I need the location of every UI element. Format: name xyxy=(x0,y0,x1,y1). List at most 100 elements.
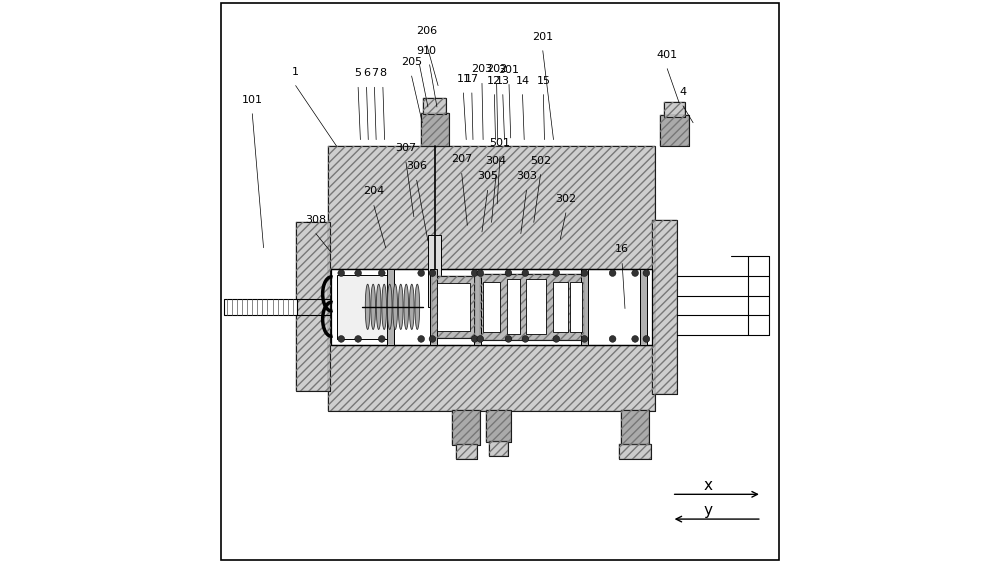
Circle shape xyxy=(378,270,385,276)
Ellipse shape xyxy=(404,284,409,329)
Text: 305: 305 xyxy=(477,171,498,181)
Text: 15: 15 xyxy=(536,75,550,86)
Text: 11: 11 xyxy=(456,74,470,84)
Text: 17: 17 xyxy=(465,74,479,84)
Circle shape xyxy=(378,336,385,342)
Circle shape xyxy=(355,336,362,342)
Text: 201: 201 xyxy=(532,32,553,42)
Circle shape xyxy=(418,336,425,342)
Circle shape xyxy=(477,270,484,276)
Text: 14: 14 xyxy=(515,75,530,86)
Bar xyxy=(432,276,475,338)
Bar xyxy=(452,410,480,445)
Bar xyxy=(421,113,449,146)
Circle shape xyxy=(581,336,588,342)
Text: 1: 1 xyxy=(292,66,299,77)
Circle shape xyxy=(632,336,638,342)
Bar xyxy=(619,444,651,459)
Bar xyxy=(664,102,685,117)
Circle shape xyxy=(553,336,560,342)
Ellipse shape xyxy=(387,284,392,329)
Text: 401: 401 xyxy=(657,50,678,60)
Bar xyxy=(437,283,470,331)
Bar xyxy=(483,282,500,332)
Bar xyxy=(621,410,649,445)
Bar xyxy=(664,102,685,117)
Circle shape xyxy=(418,270,425,276)
Text: 301: 301 xyxy=(499,65,520,75)
Circle shape xyxy=(429,336,436,342)
Text: 5: 5 xyxy=(355,68,362,78)
Text: x: x xyxy=(704,478,713,493)
Ellipse shape xyxy=(409,284,414,329)
Bar xyxy=(526,279,546,334)
Bar xyxy=(328,146,655,411)
Ellipse shape xyxy=(398,284,403,329)
Bar xyxy=(640,269,647,345)
Text: 10: 10 xyxy=(423,46,437,56)
Bar xyxy=(337,275,393,339)
Ellipse shape xyxy=(371,284,376,329)
Circle shape xyxy=(471,336,478,342)
Bar xyxy=(387,269,394,345)
Bar xyxy=(553,282,568,332)
Circle shape xyxy=(355,270,362,276)
Text: 302: 302 xyxy=(555,194,576,204)
Text: 12: 12 xyxy=(487,75,501,86)
Text: 307: 307 xyxy=(395,143,417,153)
Text: 306: 306 xyxy=(406,161,427,171)
Bar xyxy=(652,220,677,394)
Text: 16: 16 xyxy=(615,244,629,254)
Text: 206: 206 xyxy=(416,26,437,36)
Bar xyxy=(621,410,649,445)
Bar xyxy=(489,441,508,456)
Bar xyxy=(328,146,655,411)
Circle shape xyxy=(522,270,529,276)
Bar xyxy=(456,444,477,459)
Circle shape xyxy=(338,336,345,342)
Text: 203: 203 xyxy=(471,64,493,74)
Text: 303: 303 xyxy=(516,171,537,181)
Bar xyxy=(480,274,584,340)
Bar xyxy=(486,410,511,442)
Ellipse shape xyxy=(382,284,387,329)
Bar xyxy=(619,444,651,459)
Bar xyxy=(296,222,330,391)
Text: 101: 101 xyxy=(242,95,263,105)
Ellipse shape xyxy=(393,284,398,329)
Bar xyxy=(660,115,689,146)
Circle shape xyxy=(581,270,588,276)
Circle shape xyxy=(522,336,529,342)
Bar xyxy=(480,274,584,340)
Circle shape xyxy=(471,270,478,276)
Bar xyxy=(570,282,582,332)
Text: y: y xyxy=(704,503,713,517)
Text: 205: 205 xyxy=(401,57,422,67)
Bar xyxy=(423,98,446,114)
Bar xyxy=(652,220,677,394)
Circle shape xyxy=(429,270,436,276)
Ellipse shape xyxy=(415,284,420,329)
Text: 7: 7 xyxy=(371,68,378,78)
Bar xyxy=(474,269,481,345)
Bar xyxy=(331,269,652,345)
Text: 6: 6 xyxy=(363,68,370,78)
Bar xyxy=(486,410,511,442)
Text: 4: 4 xyxy=(679,87,687,97)
Bar xyxy=(296,222,330,391)
Circle shape xyxy=(505,336,512,342)
Bar xyxy=(430,269,437,345)
Text: 9: 9 xyxy=(416,46,423,56)
Text: 8: 8 xyxy=(379,68,386,78)
Bar xyxy=(660,115,689,146)
Text: 202: 202 xyxy=(486,64,507,74)
Text: 502: 502 xyxy=(530,155,551,166)
Bar xyxy=(428,235,441,307)
Bar xyxy=(421,113,449,146)
Circle shape xyxy=(477,336,484,342)
Text: 13: 13 xyxy=(496,75,510,86)
Circle shape xyxy=(553,270,560,276)
Text: 207: 207 xyxy=(451,154,472,164)
Text: 308: 308 xyxy=(305,215,326,225)
Circle shape xyxy=(338,270,345,276)
